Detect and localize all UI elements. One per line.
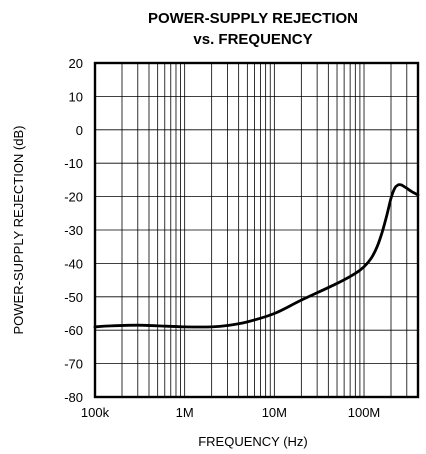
grid	[94, 62, 419, 398]
y-tick-label: -70	[64, 357, 83, 372]
y-tick-label: -10	[64, 156, 83, 171]
y-tick-label: -80	[64, 390, 83, 405]
y-tick-label: 10	[69, 89, 83, 104]
x-tick-label: 100k	[81, 405, 110, 420]
chart-title-line2: vs. FREQUENCY	[193, 31, 312, 48]
x-tick-label: 100M	[348, 405, 381, 420]
chart-title-line1: POWER-SUPPLY REJECTION	[148, 10, 358, 27]
psr-curve	[93, 183, 420, 329]
y-tick-label: 0	[76, 123, 83, 138]
x-axis-label: FREQUENCY (Hz)	[198, 434, 308, 449]
y-tick-label: -30	[64, 223, 83, 238]
y-tick-label: -40	[64, 256, 83, 271]
y-tick-label: -20	[64, 190, 83, 205]
x-tick-label: 10M	[262, 405, 287, 420]
y-tick-label: -50	[64, 290, 83, 305]
y-tick-label: 20	[69, 56, 83, 71]
x-tick-label: 1M	[176, 405, 194, 420]
series-layer	[93, 183, 420, 329]
y-axis-label: POWER-SUPPLY REJECTION (dB)	[11, 126, 26, 335]
plot-frame	[93, 61, 420, 399]
y-tick-label: -60	[64, 323, 83, 338]
